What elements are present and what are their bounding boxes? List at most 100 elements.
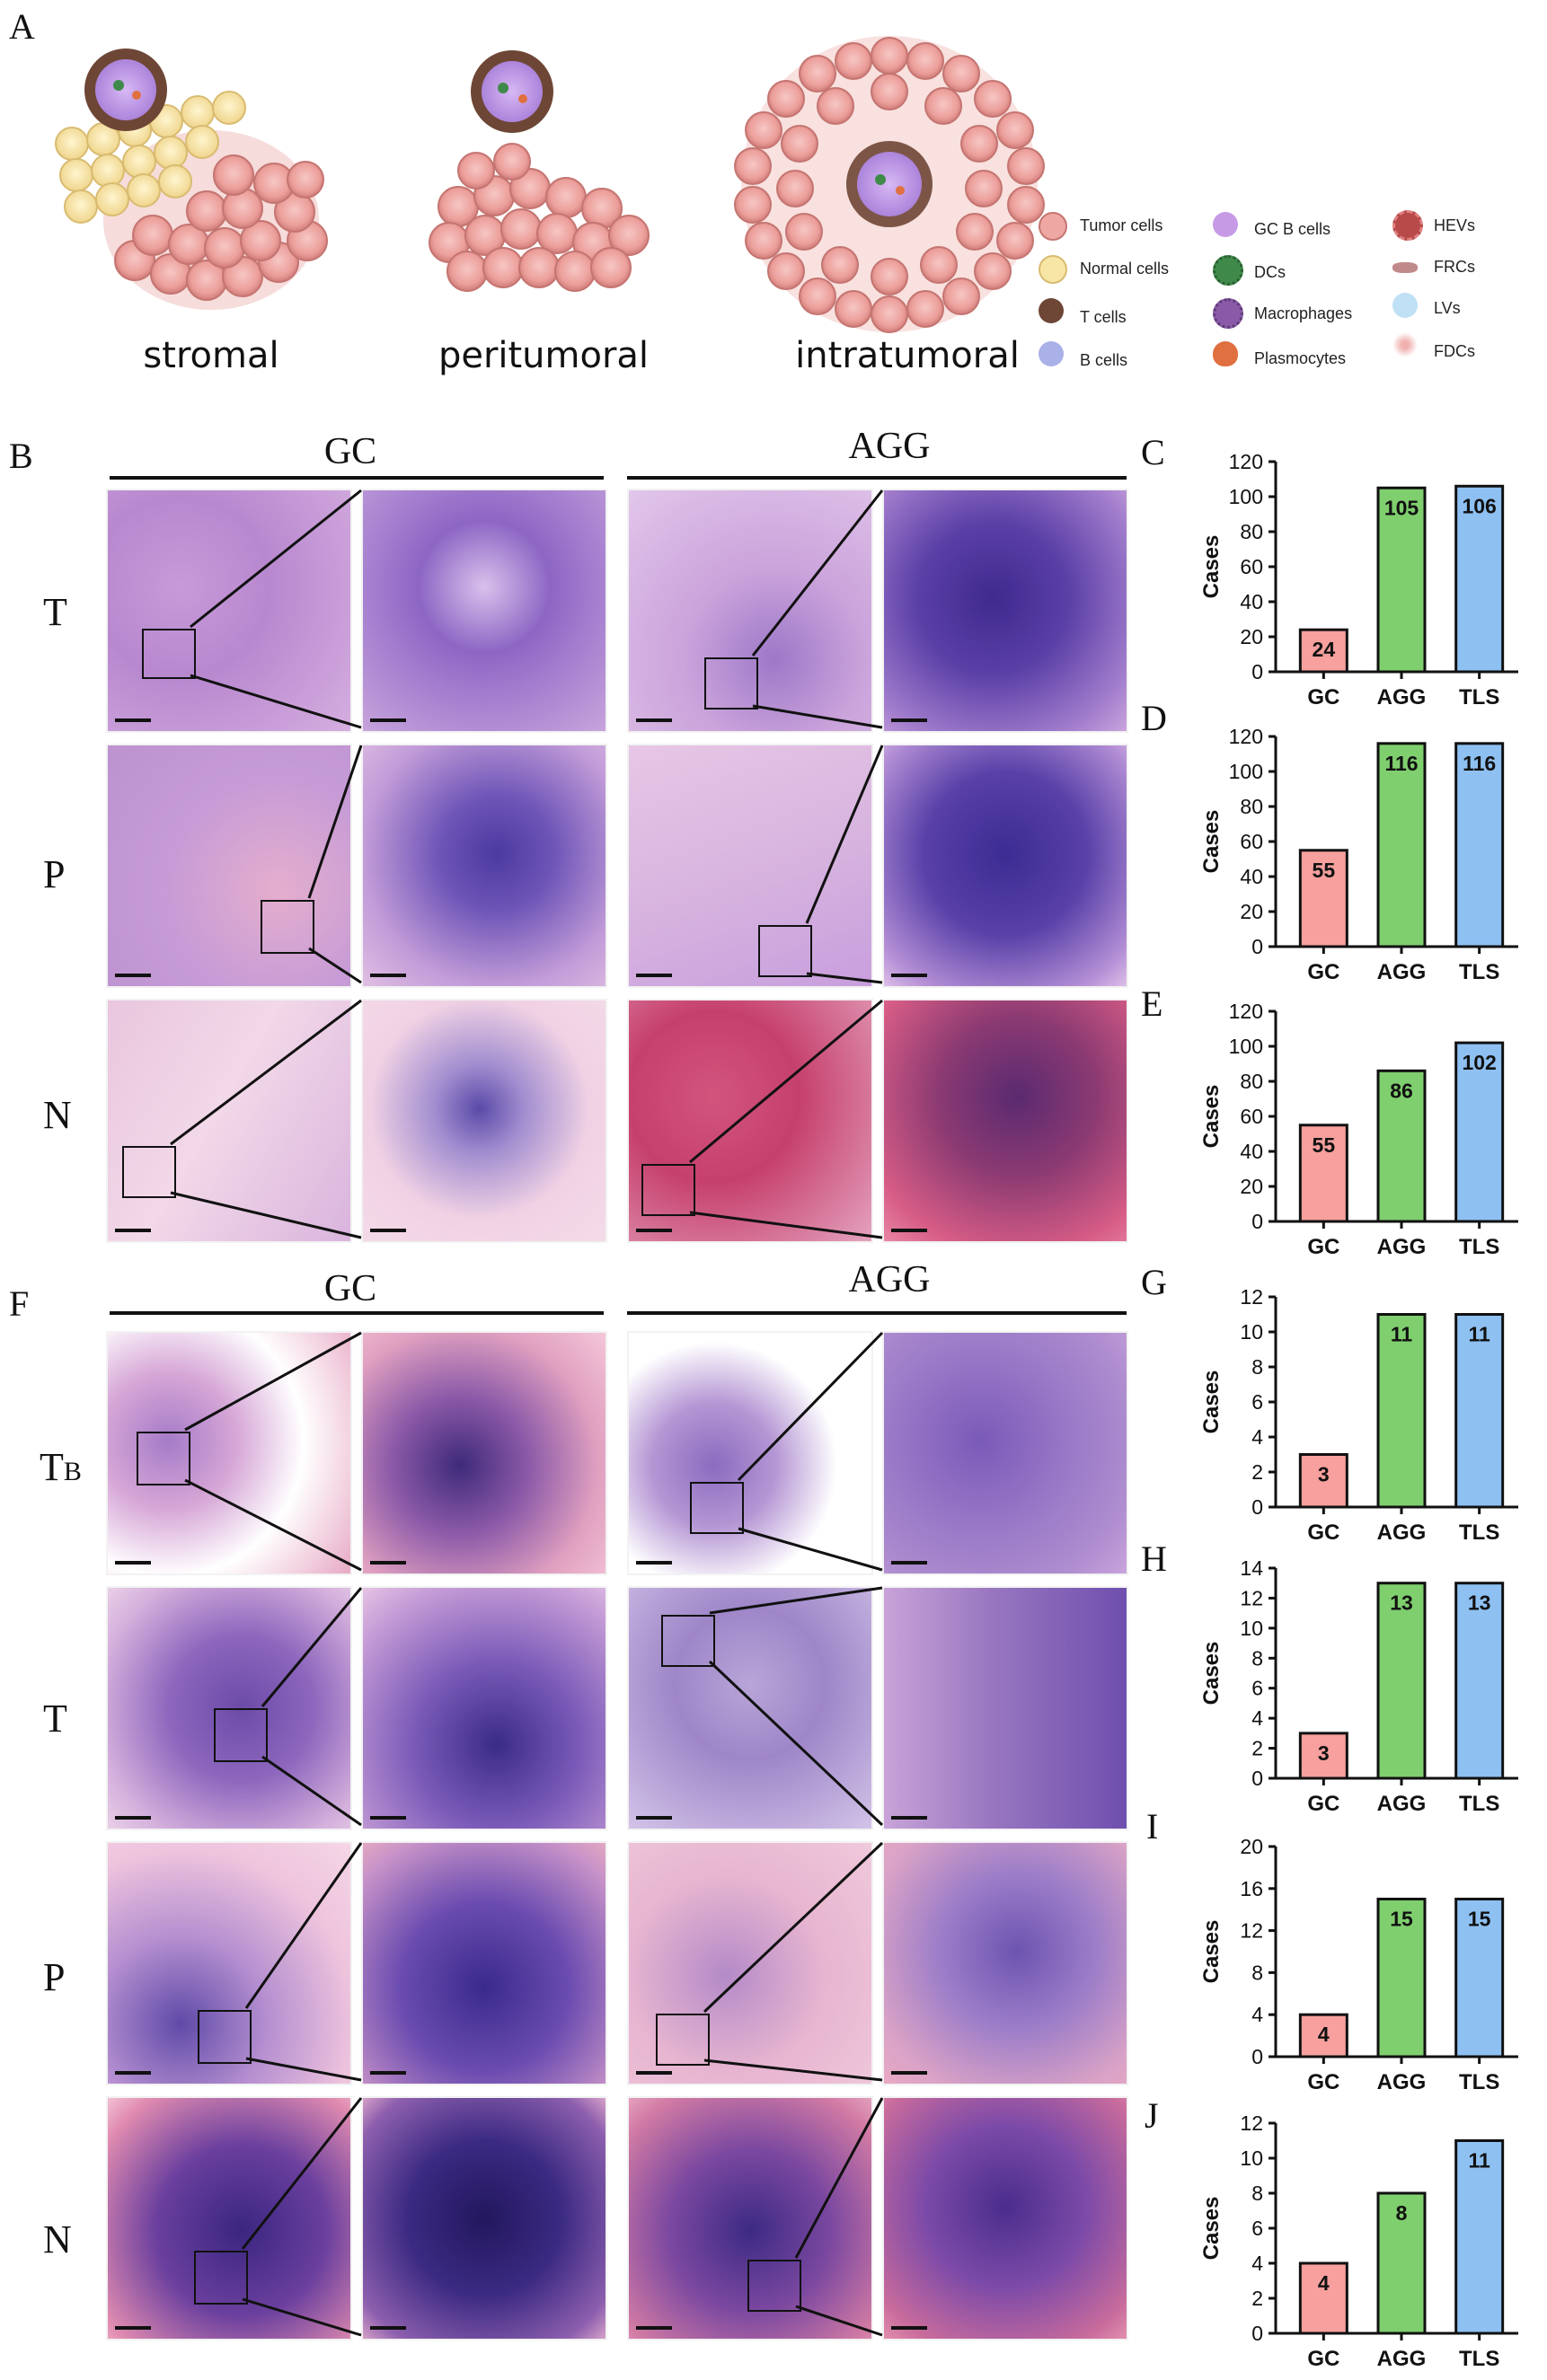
x-tick-label-tls: TLS: [1459, 960, 1499, 984]
x-tick-label-agg: AGG: [1377, 1235, 1427, 1259]
y-tick-label: 2: [1251, 2287, 1263, 2310]
schematic-illustration: [55, 36, 1045, 333]
micrograph-f-gc-t-overview: [106, 1586, 352, 1830]
y-tick-label: 60: [1240, 830, 1263, 853]
panel-letter-h: H: [1141, 1538, 1167, 1579]
bar-j-agg: [1376, 2191, 1427, 2335]
group-underline-agg-f: [627, 1311, 1127, 1315]
y-tick-label: 40: [1240, 1140, 1263, 1163]
t-cell-icon: [1039, 298, 1064, 323]
micrograph-f-gc-p-zoom: [361, 1841, 607, 2085]
bar-c-gc: [1298, 628, 1348, 674]
micrograph-f-gc-n-overview: [106, 2096, 352, 2340]
data-label-c-agg: 105: [1384, 496, 1419, 519]
micrograph-f-agg-t-overview: [627, 1586, 873, 1830]
stromal-tls: [84, 48, 167, 131]
panel-letter-f: F: [9, 1283, 30, 1324]
panel-letter-i: I: [1146, 1806, 1159, 1847]
y-axis-label: Cases: [1199, 535, 1224, 599]
bar-j-gc: [1298, 2261, 1348, 2335]
panel-letter-a: A: [9, 6, 35, 47]
peritumoral-tumor-mass: [429, 143, 650, 292]
fdc-icon: [1392, 332, 1418, 357]
y-tick-label: 4: [1251, 1425, 1263, 1449]
data-label-j-agg: 8: [1396, 2201, 1408, 2225]
bar-e-agg: [1376, 1069, 1427, 1223]
x-tick-label-gc: GC: [1307, 685, 1339, 710]
bar-chart-d: 0 20 40 60 80 100 120 Cases 55 GC 116 AGG 116 TLS: [1199, 725, 1518, 984]
b-cell-icon: [1039, 341, 1064, 366]
x-tick-label-tls: TLS: [1459, 1235, 1499, 1259]
panel-letter-b: B: [9, 436, 33, 476]
bar-g-agg: [1376, 1313, 1427, 1509]
peritumoral-tls: [471, 50, 553, 133]
bar-d-agg: [1376, 742, 1427, 948]
micrograph-f-agg-tb-overview: [627, 1331, 873, 1575]
micrograph-b-gc-p-zoom: [361, 744, 607, 988]
row-label-f-tb-sub: B: [63, 1457, 82, 1486]
bar-chart-j: 0 2 4 6 8 10 12 Cases 4 GC 8 AGG 11 TLS: [1199, 2111, 1518, 2371]
legend-label-plasmocytes: Plasmocytes: [1254, 349, 1347, 367]
row-label-b-p: P: [43, 852, 66, 896]
x-tick-label-gc: GC: [1307, 960, 1339, 984]
micrograph-b-agg-t-zoom: [882, 489, 1128, 733]
row-label-f-t: T: [43, 1697, 67, 1741]
data-label-i-gc: 4: [1318, 2023, 1330, 2046]
micrograph-b-gc-t-zoom: [361, 489, 607, 733]
micrograph-b-agg-t-overview: [627, 489, 873, 733]
y-tick-label: 8: [1251, 1961, 1263, 1984]
y-tick-label: 4: [1251, 1706, 1263, 1730]
y-tick-label: 10: [1240, 2146, 1263, 2170]
micrograph-f-agg-n-zoom: [882, 2096, 1128, 2340]
panel-letter-c: C: [1141, 432, 1165, 472]
data-label-e-agg: 86: [1390, 1079, 1413, 1102]
y-tick-label: 10: [1240, 1617, 1263, 1640]
y-tick-label: 60: [1240, 1105, 1263, 1128]
legend-label-fdcs: FDCs: [1434, 342, 1475, 360]
bar-d-gc: [1298, 849, 1348, 948]
micrograph-f-agg-n-overview: [627, 2096, 873, 2340]
data-label-c-tls: 106: [1462, 494, 1496, 517]
y-tick-label: 120: [1229, 725, 1263, 748]
frc-icon: [1392, 262, 1418, 273]
bar-j-tls: [1454, 2139, 1505, 2335]
bar-chart-i: 0 4 8 12 16 20 Cases 4 GC 15 AGG 15 TLS: [1199, 1835, 1518, 2094]
y-tick-label: 12: [1240, 1919, 1263, 1943]
y-tick-label: 6: [1251, 2217, 1263, 2240]
x-tick-label-tls: TLS: [1459, 2347, 1499, 2371]
y-tick-label: 20: [1240, 625, 1263, 648]
panel-letter-g: G: [1141, 1262, 1167, 1302]
data-label-i-tls: 15: [1468, 1908, 1491, 1931]
y-axis-label: Cases: [1199, 2197, 1224, 2261]
micrograph-f-gc-p-overview: [106, 1841, 352, 2085]
y-tick-label: 8: [1251, 2182, 1263, 2205]
intratumoral-tumor-mass: [734, 36, 1045, 333]
intratumoral-tls: [846, 141, 933, 227]
bar-h-agg: [1376, 1582, 1427, 1780]
data-label-d-gc: 55: [1313, 859, 1336, 882]
gc-b-cell-icon: [1213, 212, 1238, 237]
group-label-gc-b: GC: [323, 431, 377, 472]
data-label-h-tls: 13: [1468, 1591, 1491, 1615]
y-tick-label: 80: [1240, 1070, 1263, 1093]
data-label-j-tls: 11: [1469, 2149, 1491, 2173]
row-label-f-p: P: [43, 1955, 66, 1999]
y-tick-label: 0: [1251, 1767, 1263, 1790]
row-label-b-t: T: [43, 590, 67, 634]
x-tick-label-gc: GC: [1307, 1792, 1339, 1816]
plasmocyte-icon: [1213, 341, 1238, 366]
micrograph-b-agg-n-overview: [627, 999, 873, 1243]
data-label-g-agg: 11: [1391, 1323, 1413, 1346]
macrophage-icon: [1213, 298, 1243, 329]
y-tick-label: 12: [1240, 1285, 1263, 1309]
cell-legend: Tumor cells Normal cells T cells B cells…: [1033, 205, 1536, 384]
y-tick-label: 20: [1240, 1175, 1263, 1198]
micrograph-f-gc-tb-overview: [106, 1331, 352, 1575]
y-tick-label: 10: [1240, 1320, 1263, 1344]
legend-label-dcs: DCs: [1254, 263, 1286, 281]
group-underline-agg-b: [627, 476, 1127, 480]
micrograph-b-gc-n-zoom: [361, 999, 607, 1243]
bar-chart-e: 0 20 40 60 80 100 120 Cases 55 GC 86 AGG 102 TLS: [1199, 1000, 1518, 1259]
micrograph-f-agg-t-zoom: [882, 1586, 1128, 1830]
micrograph-b-agg-p-overview: [627, 744, 873, 988]
